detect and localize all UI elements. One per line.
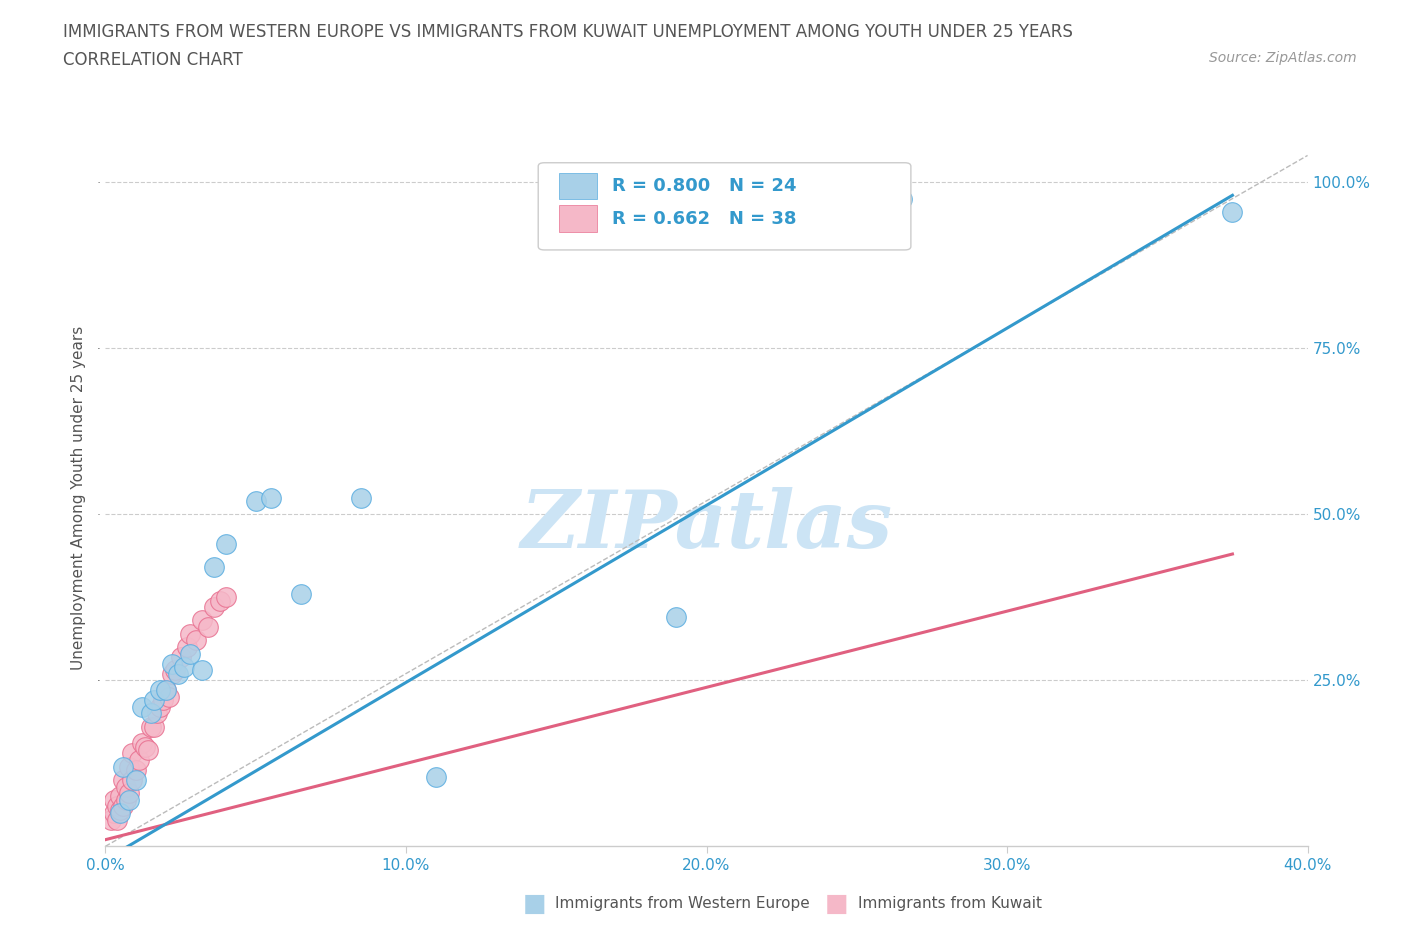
Text: ■: ■ (825, 892, 848, 916)
Text: CORRELATION CHART: CORRELATION CHART (63, 51, 243, 69)
Text: ZIPatlas: ZIPatlas (520, 486, 893, 565)
Point (173, 659, 195, 674)
Point (131, 736, 153, 751)
Y-axis label: Unemployment Among Youth under 25 years: Unemployment Among Youth under 25 years (72, 326, 86, 670)
Point (118, 786, 141, 801)
Point (134, 739, 156, 754)
Point (118, 759, 141, 774)
Point (112, 773, 135, 788)
Point (202, 560, 225, 575)
Point (890, 192, 912, 206)
Point (260, 490, 283, 505)
Point (100, 812, 122, 827)
Bar (558, 173, 598, 199)
Point (350, 490, 373, 505)
Text: R = 0.800   N = 24: R = 0.800 N = 24 (612, 177, 796, 194)
Point (214, 590, 236, 604)
Point (128, 752, 150, 767)
Point (190, 613, 212, 628)
Point (179, 626, 201, 641)
Text: Source: ZipAtlas.com: Source: ZipAtlas.com (1209, 51, 1357, 65)
FancyBboxPatch shape (538, 163, 911, 250)
Point (121, 746, 143, 761)
Point (142, 693, 165, 708)
Point (139, 719, 162, 734)
Point (112, 759, 135, 774)
Point (115, 779, 138, 794)
Point (103, 792, 125, 807)
Point (179, 646, 201, 661)
Point (155, 683, 177, 698)
Point (145, 706, 167, 721)
Point (1222, 205, 1244, 219)
Point (110, 805, 132, 820)
Bar (558, 206, 598, 232)
Point (124, 763, 146, 777)
Point (118, 792, 141, 807)
Point (148, 683, 170, 698)
Point (160, 657, 183, 671)
Point (136, 742, 159, 757)
Point (107, 812, 129, 827)
Point (112, 799, 135, 814)
Point (166, 666, 188, 681)
Point (163, 663, 186, 678)
Point (176, 640, 198, 655)
Point (290, 587, 312, 602)
Point (190, 663, 212, 678)
Point (142, 719, 165, 734)
Point (107, 799, 129, 814)
Point (148, 699, 170, 714)
Text: Immigrants from Western Europe: Immigrants from Western Europe (555, 897, 810, 911)
Point (131, 699, 153, 714)
Point (202, 600, 225, 615)
Text: Immigrants from Kuwait: Immigrants from Kuwait (858, 897, 1042, 911)
Point (157, 689, 180, 704)
Text: ■: ■ (523, 892, 546, 916)
Point (110, 789, 132, 804)
Point (152, 693, 174, 708)
Point (124, 773, 146, 788)
Point (184, 633, 207, 648)
Point (214, 537, 236, 551)
Point (665, 610, 688, 625)
Point (169, 649, 191, 664)
Point (115, 792, 138, 807)
Text: IMMIGRANTS FROM WESTERN EUROPE VS IMMIGRANTS FROM KUWAIT UNEMPLOYMENT AMONG YOUT: IMMIGRANTS FROM WESTERN EUROPE VS IMMIGR… (63, 23, 1073, 41)
Point (103, 805, 125, 820)
Point (245, 494, 267, 509)
Point (155, 683, 177, 698)
Point (197, 619, 219, 634)
Point (160, 666, 183, 681)
Point (208, 593, 231, 608)
Text: R = 0.662   N = 38: R = 0.662 N = 38 (612, 209, 796, 228)
Point (110, 803, 132, 817)
Point (425, 769, 447, 784)
Point (121, 773, 143, 788)
Point (139, 706, 162, 721)
